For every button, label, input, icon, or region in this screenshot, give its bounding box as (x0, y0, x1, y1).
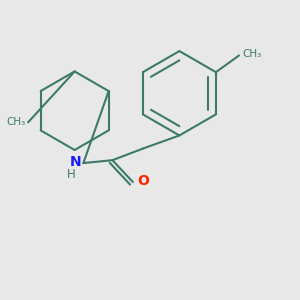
Text: O: O (137, 174, 149, 188)
Text: H: H (67, 168, 76, 181)
Text: CH₃: CH₃ (242, 49, 261, 59)
Text: CH₃: CH₃ (6, 117, 25, 128)
Text: N: N (69, 155, 81, 169)
